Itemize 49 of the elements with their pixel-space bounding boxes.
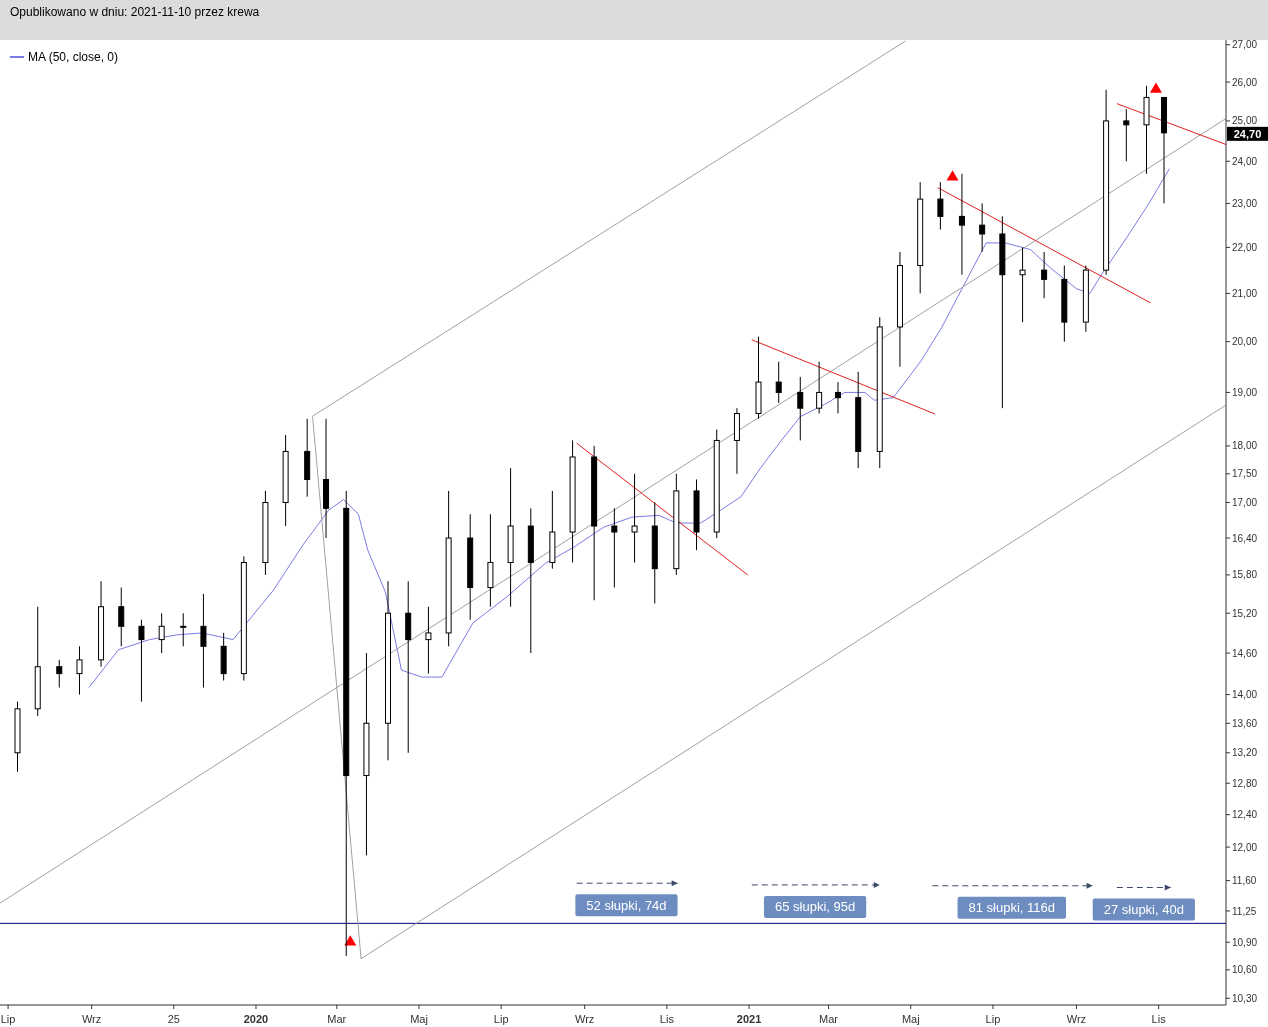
x-tick-label: Maj [410, 1013, 428, 1025]
y-tick-label: 10,30 [1232, 992, 1258, 1004]
y-tick-label: 17,00 [1232, 497, 1258, 509]
y-tick-label: 13,20 [1232, 747, 1258, 759]
x-tick-label: Lis [1151, 1013, 1167, 1025]
y-tick-label: 18,00 [1232, 440, 1258, 452]
y-tick-label: 15,80 [1232, 569, 1258, 581]
y-tick-label: 19,00 [1232, 386, 1258, 398]
chart-title: Opublikowano w dniu: 2021-11-10 przez krewa [10, 5, 261, 19]
annotation: 27 słupki, 40d [1103, 902, 1184, 917]
annotation: 52 słupki, 74d [586, 897, 667, 913]
y-tick-label: 27,00 [1232, 39, 1258, 51]
y-tick-label: 16,40 [1232, 532, 1258, 544]
y-tick-label: 24,00 [1232, 155, 1258, 167]
y-tick-label: 10,60 [1232, 964, 1258, 976]
x-tick-label: Lis [659, 1013, 675, 1025]
x-tick-label: Mar [327, 1013, 347, 1025]
x-tick-label: Maj [901, 1013, 920, 1025]
legend-label: MA (50, close, 0) [28, 50, 119, 64]
y-tick-label: 11,60 [1232, 875, 1257, 887]
y-tick-label: 14,60 [1232, 647, 1258, 659]
y-tick-label: 11,25 [1232, 905, 1257, 917]
y-tick-label: 10,90 [1232, 936, 1258, 948]
y-tick-label: 13,60 [1232, 717, 1258, 729]
y-tick-label: 12,00 [1232, 841, 1258, 853]
y-tick-label: 15,20 [1232, 607, 1258, 619]
x-tick-label: Lip [0, 1013, 16, 1025]
y-tick-label: 12,40 [1232, 809, 1258, 821]
y-tick-label: 12,80 [1232, 777, 1258, 789]
x-tick-label: Wrz [81, 1013, 102, 1025]
y-tick-label: 17,50 [1232, 468, 1258, 480]
x-tick-label: Wrz [575, 1013, 595, 1025]
y-tick-label: 22,00 [1232, 241, 1258, 253]
y-tick-label: 20,00 [1232, 336, 1258, 348]
annotation: 24,70 [1233, 127, 1262, 140]
x-tick-label: 2020 [243, 1013, 269, 1025]
y-tick-label: 21,00 [1232, 287, 1258, 299]
annotation: 81 słupki, 116d [968, 900, 1056, 916]
annotation: 65 słupki, 95d [774, 899, 856, 915]
y-tick-label: 14,00 [1232, 689, 1258, 701]
x-tick-label: 2021 [736, 1013, 762, 1025]
x-tick-label: Wrz [1066, 1013, 1087, 1025]
y-tick-label: 25,00 [1232, 115, 1258, 127]
y-tick-label: 26,00 [1232, 76, 1258, 88]
y-tick-label: 23,00 [1232, 197, 1258, 209]
x-tick-label: Mar [819, 1013, 839, 1025]
x-tick-label: Lip [985, 1013, 1001, 1025]
x-tick-label: Lip [493, 1013, 509, 1025]
x-tick-label: 25 [167, 1013, 180, 1025]
